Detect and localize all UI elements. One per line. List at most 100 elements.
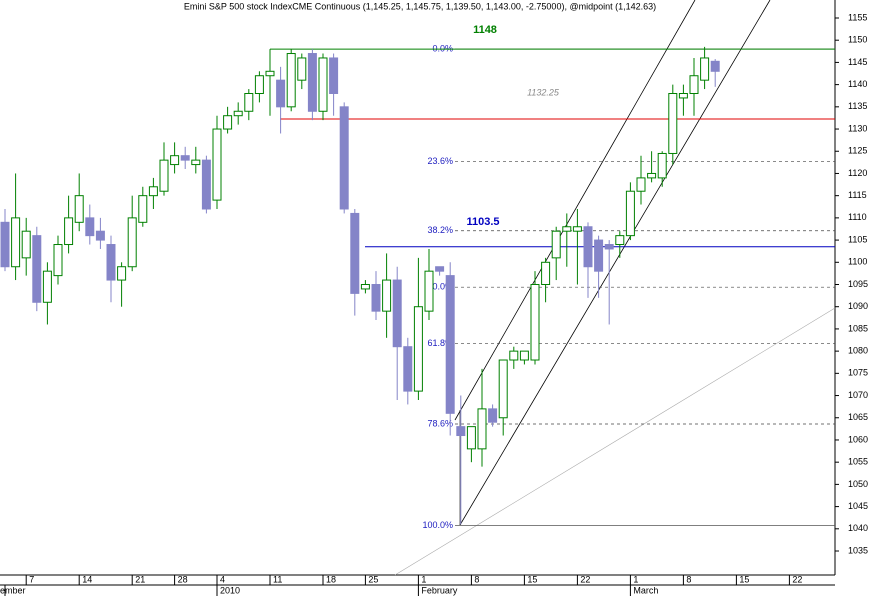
period-label: 2010 (220, 585, 240, 595)
fib-label: 61.8% (427, 338, 453, 348)
y-tick-label: 1135 (848, 101, 867, 111)
x-tick-label: 25 (368, 574, 378, 584)
candle-body (254, 75, 264, 95)
x-tick-label: 8 (474, 574, 479, 584)
fib-label: 23.6% (427, 156, 453, 166)
candle-body (488, 408, 498, 423)
candle-body (477, 408, 487, 450)
fib-label: 78.6% (427, 418, 453, 428)
candle-body (117, 266, 127, 281)
candle-body (700, 57, 710, 81)
candle-body (413, 306, 423, 392)
y-tick-label: 1035 (848, 545, 868, 555)
candle-body (509, 350, 519, 361)
y-tick-label: 1075 (848, 368, 868, 378)
x-tick-label: 22 (580, 574, 590, 584)
candle-body (678, 93, 688, 99)
period-label: March (633, 585, 658, 595)
level-label: 1132.25 (527, 87, 560, 97)
candle-body (244, 93, 254, 112)
x-tick-label: 7 (29, 574, 34, 584)
candle-body (95, 230, 105, 241)
candle-body (625, 190, 635, 237)
candle-body (106, 244, 116, 281)
fib-label: 0.0% (432, 43, 453, 53)
period-label: ember (0, 585, 26, 595)
fib-label: 38.2% (427, 225, 453, 235)
y-tick-label: 1050 (848, 479, 868, 489)
candle-body (276, 79, 286, 108)
candle-body (180, 155, 190, 161)
trend-line (454, 0, 696, 421)
candle-body (392, 279, 402, 348)
candle-body (21, 230, 31, 259)
candle-body (223, 115, 233, 130)
trend-line (394, 307, 836, 576)
candle-body (636, 177, 646, 192)
candle-body (710, 60, 720, 72)
candle-body (466, 426, 476, 450)
candle-body (233, 110, 243, 117)
candle-body (657, 152, 667, 179)
y-tick-label: 1150 (848, 35, 867, 45)
candle-body (74, 195, 84, 223)
candle-body (0, 221, 10, 268)
candle-body (159, 159, 169, 192)
candle-body (64, 217, 74, 246)
fib-label: 50.0% (427, 282, 453, 292)
level-label: 1148 (473, 24, 497, 36)
fib-label: 100.0% (422, 520, 453, 530)
x-tick-label: 15 (739, 574, 749, 584)
candle-body (371, 284, 381, 312)
x-tick-label: 4 (220, 574, 225, 584)
y-tick-label: 1040 (848, 523, 868, 533)
period-label: February (421, 585, 458, 595)
candle-body (32, 235, 42, 303)
x-tick-label: 1 (633, 574, 638, 584)
chart-title: Emini S&P 500 stock IndexCME Continuous … (184, 1, 656, 11)
candle-body (42, 270, 52, 303)
y-tick-label: 1130 (848, 123, 867, 133)
candle-body (382, 279, 392, 312)
candle-body (424, 270, 434, 312)
candle-body (360, 284, 370, 290)
candle-body (191, 159, 201, 166)
y-tick-label: 1060 (848, 434, 868, 444)
candle-body (689, 75, 699, 95)
x-tick-label: 22 (792, 574, 802, 584)
candle-body (604, 244, 614, 250)
x-tick-label: 14 (82, 574, 92, 584)
trend-line (459, 0, 771, 526)
candle-body (583, 226, 593, 268)
candle-body (212, 128, 222, 201)
candle-body (498, 359, 508, 419)
x-tick-label: 15 (527, 574, 537, 584)
candle-body (297, 57, 307, 81)
candle-body (647, 172, 657, 179)
y-tick-label: 1095 (848, 279, 868, 289)
candle-body (201, 159, 211, 210)
y-tick-label: 1125 (848, 146, 867, 156)
y-tick-label: 1100 (848, 257, 867, 267)
x-tick-label: 11 (273, 574, 282, 584)
candle-body (138, 195, 148, 223)
y-tick-label: 1065 (848, 412, 868, 422)
candle-body (572, 226, 582, 232)
y-tick-label: 1070 (848, 390, 868, 400)
y-tick-label: 1080 (848, 346, 868, 356)
y-tick-label: 1120 (848, 168, 867, 178)
candle-body (148, 186, 158, 197)
candle-body (329, 57, 339, 95)
candle-body (265, 70, 275, 77)
x-tick-label: 8 (686, 574, 691, 584)
candle-body (668, 93, 678, 154)
candle-body (53, 244, 63, 277)
candle-body (318, 57, 328, 112)
x-tick-label: 18 (326, 574, 336, 584)
y-tick-label: 1090 (848, 301, 868, 311)
candle-body (127, 217, 137, 268)
level-label: 1103.5 (466, 216, 499, 228)
candle-body (286, 53, 296, 108)
